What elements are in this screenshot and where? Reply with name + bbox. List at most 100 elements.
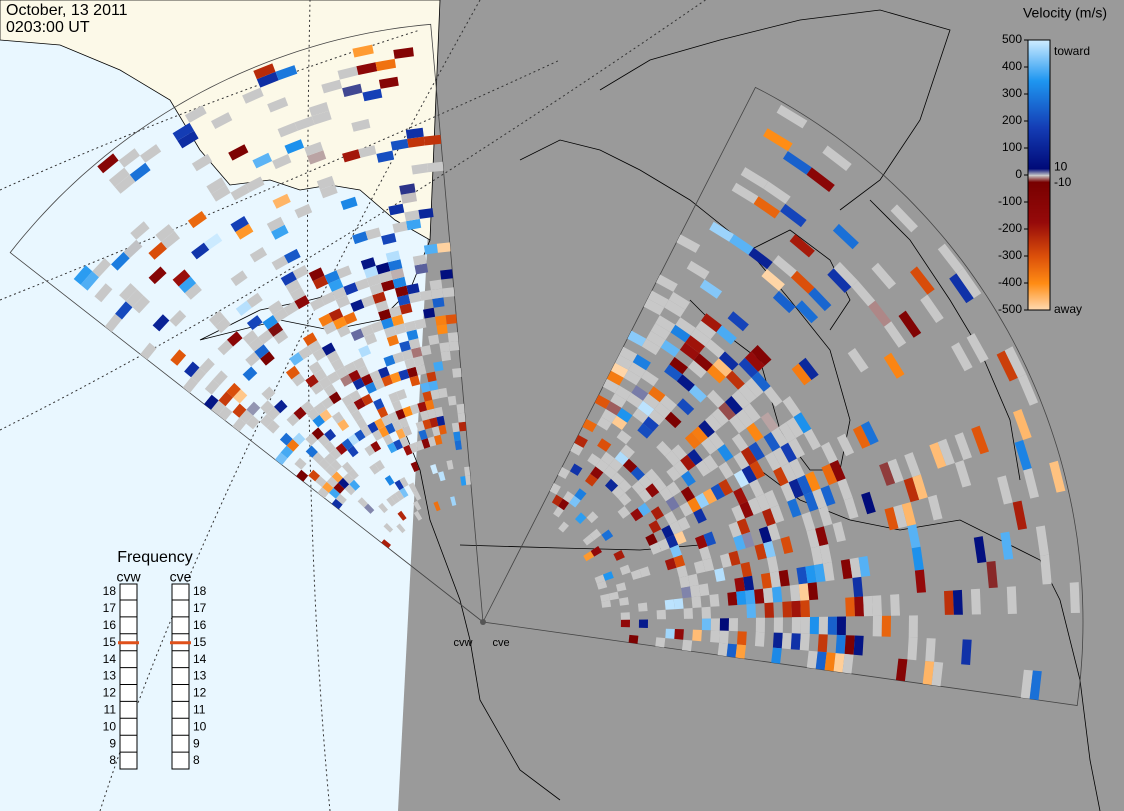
radar-cell xyxy=(659,486,674,502)
radar-cell xyxy=(852,425,871,449)
radar-cell xyxy=(570,442,584,456)
radar-cell xyxy=(406,283,420,295)
radar-cell xyxy=(324,453,336,465)
radar-cell xyxy=(458,421,467,432)
radar-cell xyxy=(772,447,789,467)
colorbar-label: -400 xyxy=(998,275,1022,289)
radar-cell xyxy=(818,616,828,635)
colorbar-slice xyxy=(1028,173,1050,175)
radar-cell xyxy=(285,279,302,294)
radar-cell xyxy=(709,221,735,242)
radar-cell xyxy=(842,653,854,674)
radar-cell xyxy=(871,262,896,290)
radar-cell xyxy=(582,418,597,433)
radar-cell xyxy=(674,629,684,640)
colorbar-slice xyxy=(1028,263,1050,265)
radar-cell xyxy=(267,97,289,113)
radar-cell xyxy=(289,352,304,366)
radar-cell xyxy=(673,598,684,610)
fan-outline xyxy=(482,86,1084,706)
radar-cell xyxy=(246,415,260,430)
colorbar-slice xyxy=(1028,234,1050,236)
colorbar-slice xyxy=(1028,69,1050,71)
colorbar-slice xyxy=(1028,286,1050,288)
radar-cell xyxy=(249,247,268,263)
radar-cell xyxy=(954,432,972,461)
radar-cell xyxy=(602,378,620,394)
colorbar-slice xyxy=(1028,285,1050,287)
colorbar-slice xyxy=(1028,119,1050,121)
radar-cell xyxy=(764,602,774,618)
radar-cell xyxy=(728,550,741,566)
radar-cell xyxy=(386,334,400,347)
radar-cell xyxy=(763,432,781,452)
radar-cell xyxy=(937,438,955,466)
colorbar-slice xyxy=(1028,45,1050,47)
radar-cell xyxy=(451,422,460,433)
radar-cell xyxy=(708,431,725,450)
radar-cell xyxy=(404,358,416,370)
radar-cell xyxy=(601,529,614,541)
colorbar-slice xyxy=(1028,111,1050,113)
radar-cell xyxy=(421,438,431,449)
radar-cell xyxy=(863,595,873,617)
radar-cell xyxy=(630,569,642,580)
radar-cell xyxy=(701,618,711,631)
radar-cell xyxy=(655,315,676,333)
colorbar-slice xyxy=(1028,113,1050,115)
radar-cell xyxy=(447,332,459,343)
radar-cell xyxy=(384,475,395,486)
radar-cell xyxy=(789,234,815,258)
radar-cell xyxy=(351,409,363,422)
radar-cell xyxy=(308,102,330,117)
radar-cell xyxy=(360,257,376,270)
colorbar-slice xyxy=(1028,172,1050,174)
frequency-label: 18 xyxy=(103,584,117,598)
colorbar-slice xyxy=(1028,287,1050,289)
radar-cell xyxy=(643,298,665,316)
colorbar-slice xyxy=(1028,251,1050,253)
radar-cell xyxy=(650,506,664,521)
radar-cell xyxy=(429,417,439,428)
colorbar-slice xyxy=(1028,227,1050,229)
radar-cell xyxy=(692,629,702,642)
radar-cell xyxy=(632,408,649,424)
radar-cell xyxy=(738,357,759,378)
radar-cell xyxy=(357,365,370,378)
radar-cell xyxy=(758,526,772,544)
radar-cell xyxy=(1000,531,1014,560)
radar-cell xyxy=(728,521,742,538)
radar-cell xyxy=(323,383,337,397)
radar-cell xyxy=(807,582,819,601)
colorbar-slice xyxy=(1028,225,1050,227)
colorbar-slice xyxy=(1028,193,1050,195)
colorbar-slice xyxy=(1028,303,1050,305)
radar-cell xyxy=(104,313,122,332)
radar-cell xyxy=(676,374,695,392)
radar-cell xyxy=(464,466,471,477)
fan-outline xyxy=(9,23,484,623)
colorbar-slice xyxy=(1028,177,1050,179)
colorbar-slice xyxy=(1028,88,1050,90)
colorbar-slice xyxy=(1028,304,1050,306)
radar-cell xyxy=(415,364,427,376)
radar-cell xyxy=(206,177,226,194)
radar-cell xyxy=(772,586,783,603)
radar-cell xyxy=(454,440,462,451)
colorbar-label: 500 xyxy=(1002,32,1022,46)
colorbar-slice xyxy=(1028,171,1050,173)
radar-cell xyxy=(836,433,855,457)
radar-cell xyxy=(668,291,690,310)
radar-cell xyxy=(691,426,709,444)
colorbar-slice xyxy=(1028,155,1050,157)
radar-cell xyxy=(699,546,712,561)
radar-cell xyxy=(716,325,737,345)
colorbar-slice xyxy=(1028,239,1050,241)
colorbar-slice xyxy=(1028,261,1050,263)
radar-cell xyxy=(695,492,710,509)
radar-cell xyxy=(423,243,438,255)
colorbar-slice xyxy=(1028,144,1050,146)
radar-cell xyxy=(129,162,151,182)
radar-cell xyxy=(191,153,213,172)
radar-cell xyxy=(280,445,294,459)
